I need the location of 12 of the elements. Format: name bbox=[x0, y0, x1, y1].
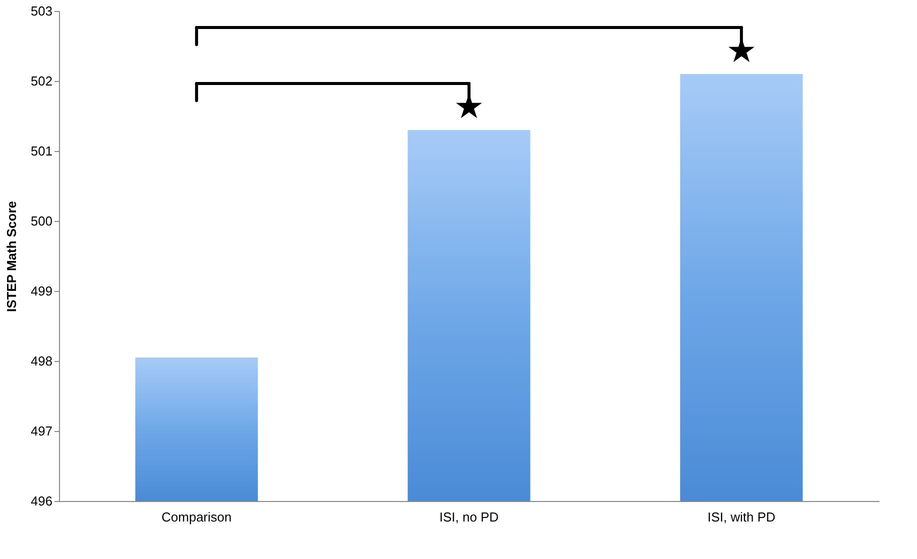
y-tick-label: 497 bbox=[30, 424, 52, 438]
x-tick-label: ISI, with PD bbox=[707, 510, 776, 524]
y-tick-label: 503 bbox=[30, 4, 52, 18]
y-tick-label: 501 bbox=[30, 144, 52, 158]
y-tick-label: 500 bbox=[30, 214, 52, 228]
y-tick-label: 498 bbox=[30, 354, 52, 368]
y-tick-label: 502 bbox=[30, 74, 52, 88]
x-tick-label: Comparison bbox=[162, 510, 232, 524]
y-axis-title: ISTEP Math Score bbox=[4, 200, 19, 312]
y-tick-label: 499 bbox=[30, 284, 52, 298]
y-tick-label: 496 bbox=[30, 494, 52, 508]
x-tick-label: ISI, no PD bbox=[439, 510, 499, 524]
